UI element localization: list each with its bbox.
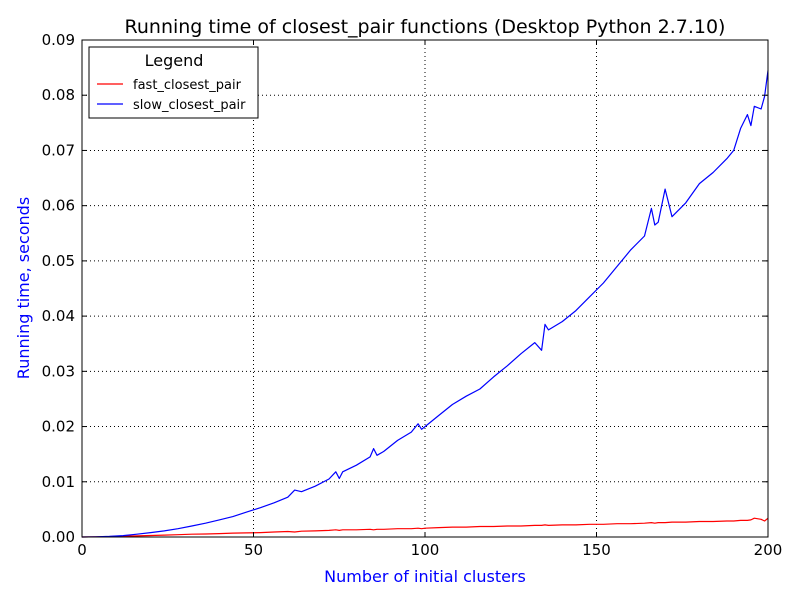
y-tick-label: 0.05 — [42, 252, 75, 270]
y-tick-label: 0.03 — [42, 362, 75, 380]
series-line-fast-closest-pair — [81, 517, 769, 538]
y-tick-label: 0.02 — [42, 418, 75, 436]
y-tick-label: 0.07 — [42, 141, 75, 159]
legend-label-slow-closest-pair: slow_closest_pair — [133, 98, 246, 113]
data-series — [81, 70, 769, 538]
legend-box — [88, 46, 259, 119]
y-tick-label: 0.09 — [42, 31, 75, 49]
legend: Legend fast_closest_pair slow_closest_pai… — [88, 46, 259, 119]
chart-title: Running time of closest_pair functions (… — [125, 16, 726, 38]
axis-ticks: 0 50 100 150 200 0.00 0.01 0.02 0.03 0.04 0.05 0.06… — [42, 31, 783, 559]
y-axis-label: Running time, seconds — [14, 197, 33, 379]
legend-label-fast-closest-pair: fast_closest_pair — [133, 78, 242, 93]
x-tick-label: 150 — [582, 541, 611, 559]
y-tick-label: 0.01 — [42, 473, 75, 491]
x-tick-label: 0 — [77, 541, 87, 559]
y-tick-label: 0.00 — [42, 528, 75, 546]
series-line-slow-closest-pair — [81, 70, 769, 538]
x-axis-label: Number of initial clusters — [324, 567, 526, 586]
y-tick-label: 0.06 — [42, 197, 75, 215]
y-tick-label: 0.08 — [42, 86, 75, 104]
legend-title: Legend — [145, 51, 204, 70]
x-tick-label: 100 — [411, 541, 440, 559]
grid-lines — [82, 40, 768, 537]
y-tick-label: 0.04 — [42, 307, 75, 325]
x-tick-label: 50 — [244, 541, 263, 559]
x-tick-label: 200 — [754, 541, 783, 559]
